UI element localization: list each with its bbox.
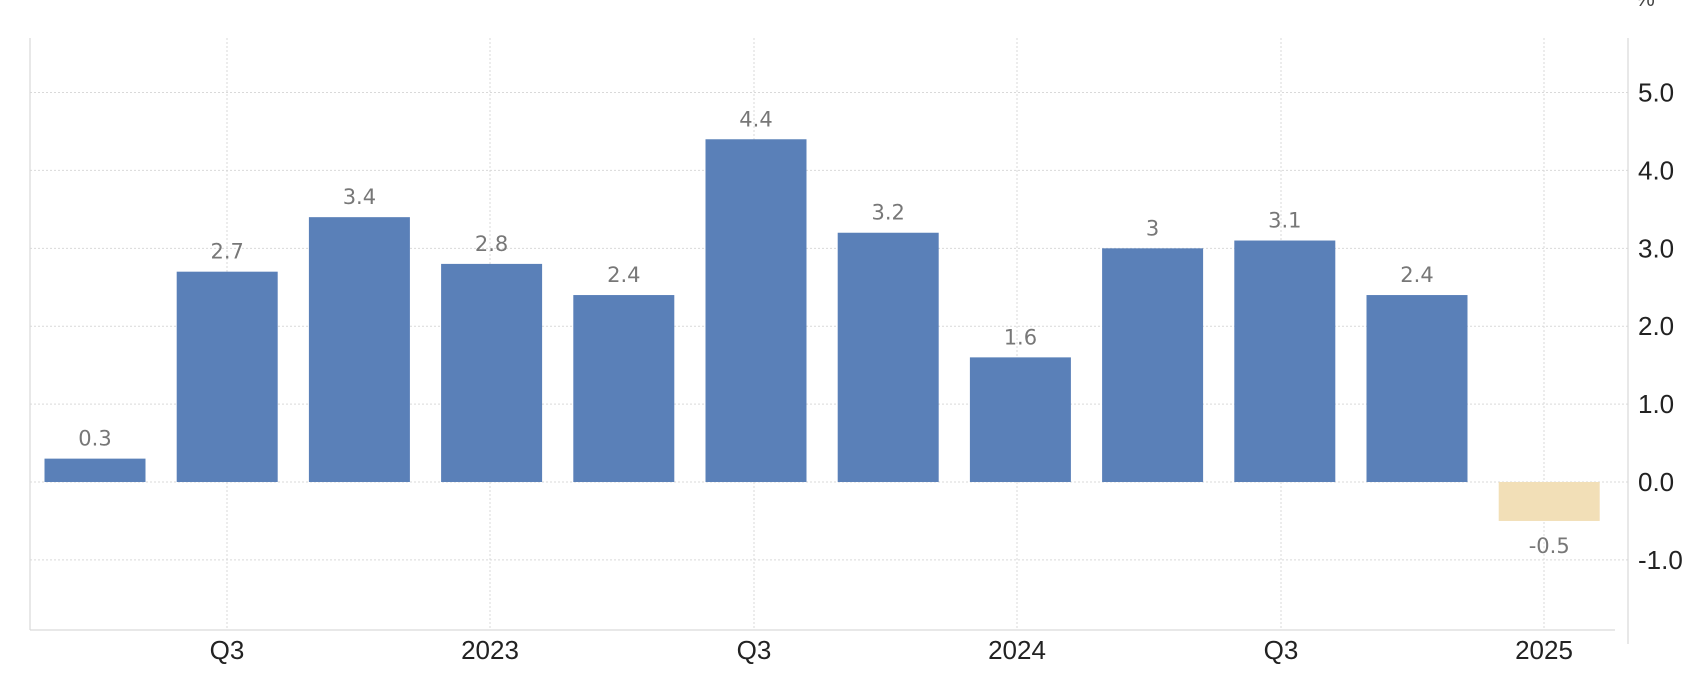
data-label: 2.7 xyxy=(210,240,243,264)
x-axis: Q3 2023 Q3 2024 Q3 2025 xyxy=(210,635,1573,665)
bar xyxy=(1234,240,1336,482)
data-label: 1.6 xyxy=(1004,325,1037,349)
bar xyxy=(969,357,1071,482)
x-tick-label: Q3 xyxy=(1264,635,1299,665)
x-tick-label: 2025 xyxy=(1515,635,1573,665)
data-label: 3 xyxy=(1146,216,1159,240)
x-tick-label: 2023 xyxy=(461,635,519,665)
y-tick-label: -1.0 xyxy=(1638,545,1683,575)
data-label: 2.4 xyxy=(1400,263,1433,287)
bar xyxy=(308,217,410,482)
y-tick-label: 2.0 xyxy=(1638,311,1674,341)
bar-forecast xyxy=(1498,482,1600,521)
bar xyxy=(837,232,939,482)
bar xyxy=(1102,248,1204,482)
data-label: 3.2 xyxy=(871,201,904,225)
data-label: 2.8 xyxy=(475,232,508,256)
y-tick-label: 0.0 xyxy=(1638,467,1674,497)
y-axis: -1.0 0.0 1.0 2.0 3.0 4.0 5.0 xyxy=(1638,78,1683,575)
bar xyxy=(441,263,543,482)
data-labels: 0.3 2.7 3.4 2.8 2.4 4.4 3.2 1.6 3 3.1 2.4 -0.5 xyxy=(78,107,1569,558)
bar xyxy=(1366,295,1468,482)
plot-frame xyxy=(29,38,1629,644)
bar xyxy=(705,139,807,482)
data-label: -0.5 xyxy=(1529,534,1570,558)
bars xyxy=(44,139,1600,521)
bar xyxy=(44,458,146,482)
data-label: 3.1 xyxy=(1268,209,1301,233)
data-label: 2.4 xyxy=(607,263,640,287)
data-label: 4.4 xyxy=(739,107,772,131)
x-tick-label: Q3 xyxy=(737,635,772,665)
x-tick-label: 2024 xyxy=(988,635,1046,665)
y-axis-unit: % xyxy=(1635,0,1655,11)
data-label: 3.4 xyxy=(343,185,376,209)
bar xyxy=(573,295,675,482)
y-tick-label: 5.0 xyxy=(1638,78,1674,108)
y-tick-label: 1.0 xyxy=(1638,389,1674,419)
x-tick-label: Q3 xyxy=(210,635,245,665)
bar xyxy=(176,271,278,482)
y-tick-label: 4.0 xyxy=(1638,155,1674,185)
data-label: 0.3 xyxy=(78,427,111,451)
y-tick-label: 3.0 xyxy=(1638,233,1674,263)
